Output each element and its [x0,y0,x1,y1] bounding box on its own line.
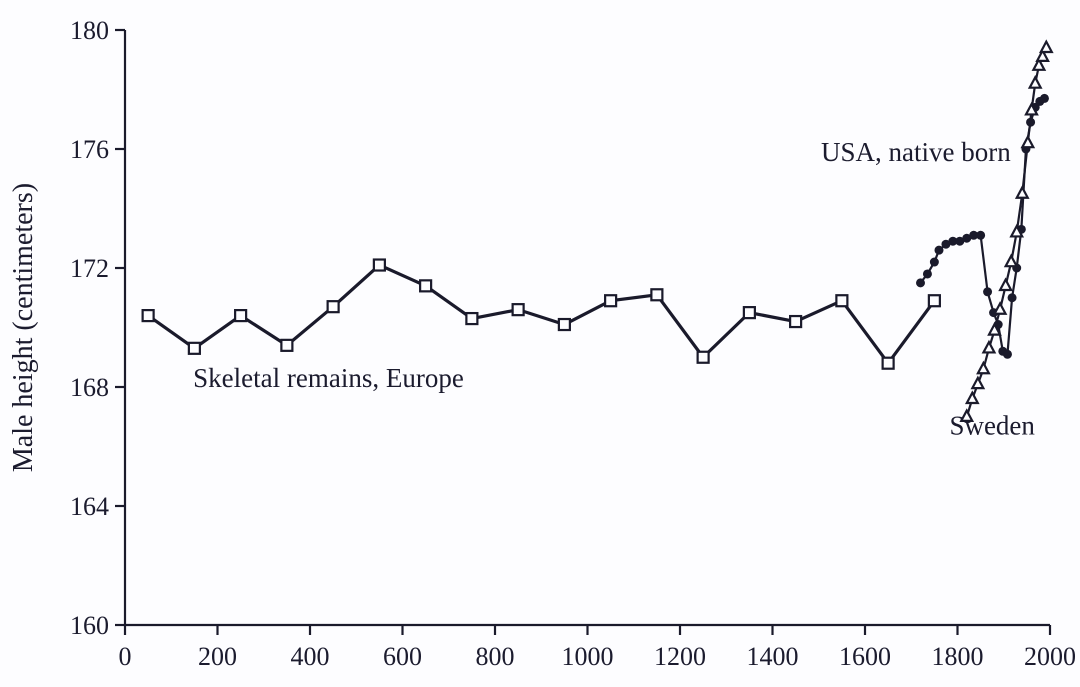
marker-circle [1003,350,1012,359]
marker-triangle [983,342,994,352]
marker-circle [1040,94,1049,103]
chart-svg: 0 200 400 600 800 1000 1200 1400 1600 1800 2000 160… [0,0,1080,687]
marker-circle [983,287,992,296]
marker-circle [923,269,932,278]
series-label: Skeletal remains, Europe [193,363,464,393]
marker-square [281,340,292,351]
x-tick-label: 1000 [562,642,614,671]
marker-square [883,358,894,369]
marker-square [651,289,662,300]
marker-circle [976,231,985,240]
marker-triangle [967,393,978,403]
x-tick-label: 2000 [1024,642,1076,671]
x-tick-label: 400 [291,642,330,671]
marker-triangle [1022,137,1033,147]
marker-triangle [1017,187,1028,197]
height-chart: 0 200 400 600 800 1000 1200 1400 1600 1800 2000 160… [0,0,1080,687]
marker-square [466,313,477,324]
marker-triangle [972,378,983,388]
marker-square [790,316,801,327]
marker-triangle [978,363,989,373]
marker-square [605,295,616,306]
y-tick-label: 164 [70,492,109,521]
series-line [148,265,934,363]
y-tick-label: 160 [70,611,109,640]
marker-square [929,295,940,306]
y-axis-label: Male height (centimeters) [8,183,39,472]
y-tick-label: 176 [70,135,109,164]
marker-square [836,295,847,306]
marker-triangle [995,303,1006,313]
series-label: USA, native born [821,137,1011,167]
y-tick-label: 180 [70,16,109,45]
x-tick-label: 800 [476,642,515,671]
marker-square [143,310,154,321]
x-tick-label: 200 [198,642,237,671]
marker-square [513,304,524,315]
marker-square [559,319,570,330]
series-label: Sweden [949,411,1035,441]
marker-square [698,352,709,363]
marker-circle [1026,118,1035,127]
marker-circle [930,258,939,267]
x-tick-label: 1800 [932,642,984,671]
marker-circle [916,278,925,287]
marker-square [374,260,385,271]
marker-square [744,307,755,318]
x-tick-label: 1200 [654,642,706,671]
marker-square [235,310,246,321]
marker-triangle [1006,256,1017,266]
marker-square [189,343,200,354]
marker-square [328,301,339,312]
x-tick-label: 1400 [747,642,799,671]
marker-circle [935,246,944,255]
x-tick-label: 1600 [839,642,891,671]
x-tick-label: 600 [383,642,422,671]
marker-triangle [1030,77,1041,87]
marker-triangle [1041,42,1052,52]
y-tick-label: 168 [70,373,109,402]
y-tick-label: 172 [70,254,109,283]
x-tick-label: 0 [119,642,132,671]
marker-triangle [1000,280,1011,290]
marker-square [420,280,431,291]
marker-circle [1008,293,1017,302]
